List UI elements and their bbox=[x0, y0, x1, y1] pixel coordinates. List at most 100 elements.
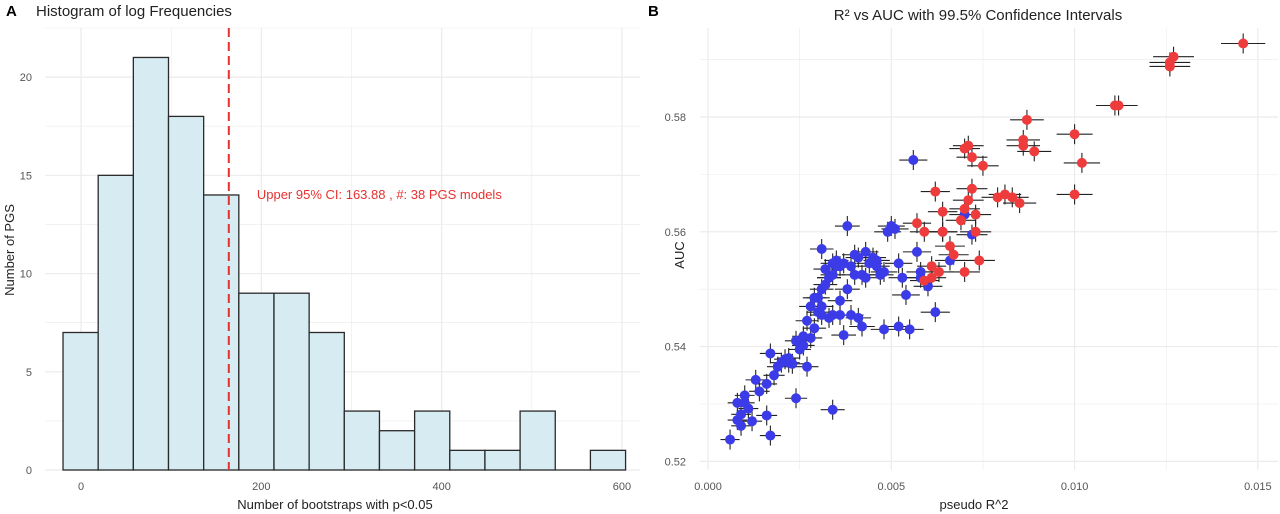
scatter-point bbox=[919, 275, 930, 286]
histogram-title: Histogram of log Frequencies bbox=[36, 3, 232, 20]
scatter-x-axis-label: pseudo R^2 bbox=[940, 497, 1009, 512]
scatter-point bbox=[835, 261, 846, 272]
scatter-point bbox=[937, 206, 948, 217]
scatter-point bbox=[933, 266, 944, 277]
scatter-point bbox=[1014, 198, 1025, 209]
histogram-bar bbox=[519, 410, 556, 471]
scatter-point bbox=[816, 244, 827, 254]
scatter-point bbox=[955, 215, 966, 226]
scatter-point bbox=[1021, 114, 1032, 125]
scatter-point bbox=[809, 323, 820, 334]
histogram-bar bbox=[238, 292, 275, 471]
y-tick-label: 0 bbox=[26, 465, 32, 477]
y-tick-label: 5 bbox=[26, 367, 32, 379]
x-tick-label: 0 bbox=[78, 481, 84, 493]
scatter-point bbox=[1164, 61, 1175, 72]
scatter-point bbox=[959, 266, 970, 277]
histogram-bar bbox=[97, 174, 134, 471]
scatter-points bbox=[725, 38, 1249, 445]
x-tick-label: 400 bbox=[432, 481, 450, 493]
histogram-bar bbox=[308, 331, 345, 471]
scatter-point bbox=[1018, 134, 1029, 145]
y-tick-label: 15 bbox=[20, 170, 32, 182]
scatter-point bbox=[948, 249, 959, 260]
histogram-y-axis-label: Number of PGS bbox=[2, 204, 17, 296]
ci-annotation: Upper 95% CI: 163.88 , #: 38 PGS models bbox=[257, 187, 502, 202]
scatter-point bbox=[959, 143, 970, 154]
x-tick-label: 0.010 bbox=[1061, 481, 1089, 493]
panel-label-b: B bbox=[648, 3, 659, 20]
histogram-y-ticks: 0 5 10 15 20 bbox=[20, 72, 32, 477]
scatter-point bbox=[959, 203, 970, 214]
scatter-point bbox=[816, 301, 827, 312]
scatter-panel: B R² vs AUC with 99.5% Confidence Interv… bbox=[648, 3, 1278, 512]
scatter-point bbox=[846, 261, 857, 272]
y-tick-label: 0.54 bbox=[665, 342, 686, 354]
histogram-bars bbox=[62, 56, 627, 471]
scatter-point bbox=[930, 186, 941, 197]
scatter-point bbox=[765, 348, 776, 359]
histogram-bar bbox=[589, 449, 627, 471]
scatter-point bbox=[802, 361, 813, 372]
scatter-point bbox=[732, 397, 743, 408]
scatter-point bbox=[1238, 38, 1249, 49]
scatter-point bbox=[835, 295, 846, 306]
scatter-point bbox=[743, 403, 754, 414]
scatter-point bbox=[798, 340, 809, 351]
scatter-point bbox=[1076, 157, 1087, 168]
scatter-point bbox=[977, 160, 988, 171]
x-tick-label: 200 bbox=[252, 481, 270, 493]
x-tick-label: 0.015 bbox=[1244, 481, 1272, 493]
histogram-bar bbox=[167, 115, 205, 471]
histogram-bar bbox=[484, 449, 521, 471]
scatter-point bbox=[827, 404, 838, 415]
scatter-point bbox=[904, 324, 915, 335]
y-tick-label: 0.56 bbox=[665, 227, 686, 239]
scatter-point bbox=[937, 226, 948, 237]
y-tick-label: 10 bbox=[20, 269, 32, 281]
scatter-point bbox=[747, 416, 758, 427]
scatter-y-ticks: 0.52 0.54 0.56 0.58 bbox=[665, 112, 686, 468]
histogram-bar bbox=[132, 56, 170, 471]
histogram-bar bbox=[449, 449, 486, 471]
scatter-point bbox=[805, 301, 816, 312]
scatter-x-ticks: 0.000 0.005 0.010 0.015 bbox=[694, 481, 1271, 493]
histogram-bar bbox=[62, 331, 99, 471]
scatter-point bbox=[835, 310, 846, 321]
scatter-point bbox=[1069, 189, 1080, 200]
scatter-point bbox=[966, 152, 977, 163]
scatter-point bbox=[791, 393, 802, 404]
scatter-point bbox=[754, 386, 765, 397]
histogram-bar bbox=[343, 410, 381, 471]
scatter-point bbox=[761, 378, 772, 389]
histogram-bar bbox=[378, 430, 416, 471]
scatter-point bbox=[911, 218, 922, 229]
scatter-point bbox=[893, 258, 904, 269]
scatter-point bbox=[853, 252, 864, 263]
scatter-point bbox=[857, 321, 868, 332]
scatter-point bbox=[1029, 146, 1040, 157]
scatter-point bbox=[750, 374, 761, 385]
scatter-point bbox=[871, 261, 882, 272]
scatter-point bbox=[765, 430, 776, 441]
scatter-point bbox=[827, 310, 838, 321]
scatter-point bbox=[926, 261, 937, 272]
scatter-point bbox=[725, 434, 736, 445]
scatter-point bbox=[791, 335, 802, 346]
scatter-point bbox=[838, 330, 849, 341]
scatter-point bbox=[1069, 129, 1080, 140]
scatter-point bbox=[761, 410, 772, 421]
scatter-point bbox=[930, 307, 941, 318]
histogram-bar bbox=[273, 292, 310, 471]
y-tick-label: 0.52 bbox=[665, 456, 686, 468]
scatter-point bbox=[893, 321, 904, 332]
histogram-bar bbox=[203, 194, 240, 471]
scatter-gridlines bbox=[700, 28, 1278, 470]
scatter-point bbox=[783, 353, 794, 364]
histogram-x-ticks: 0 200 400 600 bbox=[78, 481, 631, 493]
histogram-bar bbox=[413, 410, 451, 471]
histogram-x-axis-label: Number of bootstraps with p<0.05 bbox=[237, 497, 432, 512]
scatter-point bbox=[944, 241, 955, 252]
scatter-point bbox=[802, 315, 813, 326]
